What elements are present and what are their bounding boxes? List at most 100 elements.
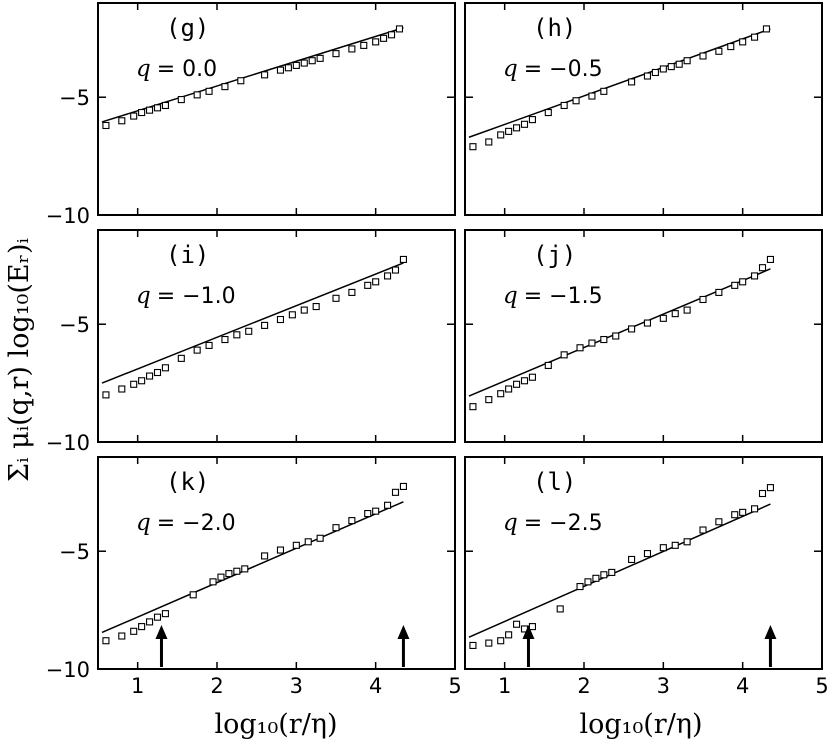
y-tick-label: −5 xyxy=(59,540,90,564)
data-point xyxy=(316,534,324,542)
y-tick-label: −10 xyxy=(46,658,90,682)
data-point xyxy=(146,106,154,114)
data-point xyxy=(608,568,616,576)
panel-label: (l) xyxy=(533,468,576,496)
data-point xyxy=(387,31,396,39)
data-point xyxy=(217,573,225,581)
y-axis-label: Σᵢ μᵢ(q,r) log₁₀(Eᵣ)ᵢ xyxy=(4,237,35,481)
data-point xyxy=(395,25,404,33)
data-point xyxy=(600,87,608,95)
x-tick-label: 5 xyxy=(448,674,461,698)
data-point xyxy=(731,281,739,289)
q-label: q = −1.0 xyxy=(136,283,236,309)
y-tick-label: −10 xyxy=(46,204,90,228)
q-label: q = −2.5 xyxy=(503,510,603,536)
data-point xyxy=(130,380,138,388)
data-point xyxy=(102,391,110,399)
x-axis-label-right: log₁₀(r/η) xyxy=(579,709,702,740)
data-point xyxy=(731,511,739,519)
q-label: q = −0.5 xyxy=(503,56,603,82)
data-point xyxy=(205,341,213,349)
panel-label: (h) xyxy=(533,14,576,42)
data-point xyxy=(348,45,356,53)
data-point xyxy=(348,517,356,525)
panel-i: −5 −10 (i) q = −1.0 xyxy=(46,229,456,455)
q-label: q = 0.0 xyxy=(136,56,217,82)
data-point xyxy=(643,319,652,327)
q-symbol: q xyxy=(503,56,518,82)
data-point xyxy=(497,390,505,398)
data-point xyxy=(205,87,213,95)
panel-label: (j) xyxy=(533,241,576,269)
panel-j: (j) q = −1.5 xyxy=(464,229,823,443)
data-point xyxy=(505,127,513,135)
data-point xyxy=(391,488,400,496)
x-tick-label: 3 xyxy=(657,674,670,698)
data-point xyxy=(372,38,380,46)
data-point xyxy=(584,578,592,586)
panel-frame xyxy=(464,229,823,443)
data-point xyxy=(276,315,285,324)
data-point xyxy=(628,78,636,86)
x-tick-label: 2 xyxy=(577,674,590,698)
data-point xyxy=(312,303,320,311)
data-point xyxy=(528,373,536,381)
x-tick-label: 1 xyxy=(498,674,511,698)
q-value: = −2.5 xyxy=(524,511,603,536)
data-point xyxy=(572,97,580,105)
arrow-head xyxy=(764,625,777,639)
data-point xyxy=(683,57,691,65)
data-point xyxy=(588,339,596,347)
data-point xyxy=(659,314,667,322)
x-axis-label-left: log₁₀(r/η) xyxy=(214,709,337,740)
data-point xyxy=(751,272,759,280)
data-point xyxy=(751,33,759,41)
data-point xyxy=(758,264,767,272)
data-point xyxy=(762,25,771,33)
data-point xyxy=(130,627,138,635)
data-point xyxy=(528,623,536,631)
data-point xyxy=(588,92,596,100)
data-point xyxy=(292,61,300,69)
data-point xyxy=(758,489,767,498)
data-point xyxy=(146,372,154,380)
data-point xyxy=(161,610,169,618)
data-point xyxy=(469,143,477,151)
data-point xyxy=(528,116,536,124)
data-point xyxy=(193,91,201,99)
panel-frame xyxy=(464,456,823,670)
data-point xyxy=(288,311,296,319)
q-label: q = −1.5 xyxy=(503,283,603,309)
data-point xyxy=(485,138,493,146)
q-symbol: q xyxy=(136,283,151,309)
data-point xyxy=(671,541,679,549)
x-tick-label: 2 xyxy=(210,674,223,698)
panel-l: 1 2 3 4 5 (l) q = −2.5 xyxy=(464,456,829,698)
data-point xyxy=(261,552,269,560)
q-value: = −1.5 xyxy=(524,284,603,309)
data-point xyxy=(261,321,269,329)
data-point xyxy=(284,64,292,72)
data-point xyxy=(651,68,659,77)
data-point xyxy=(193,346,201,354)
data-point xyxy=(739,508,747,516)
data-point xyxy=(576,583,584,591)
data-point xyxy=(399,255,407,263)
data-point xyxy=(118,385,126,393)
data-point xyxy=(699,52,707,60)
x-tick-label: 3 xyxy=(290,674,303,698)
data-point xyxy=(715,47,723,55)
data-point xyxy=(469,403,477,411)
data-point xyxy=(469,641,477,649)
arrow-head xyxy=(522,625,535,639)
data-point xyxy=(118,117,126,125)
data-point xyxy=(391,266,400,274)
data-point xyxy=(727,43,735,51)
data-point xyxy=(659,65,667,73)
panel-label: (g) xyxy=(166,14,209,42)
data-point xyxy=(628,325,636,333)
y-tick-label: −5 xyxy=(59,313,90,337)
data-point xyxy=(643,550,652,558)
data-point xyxy=(332,294,340,302)
q-symbol: q xyxy=(503,510,518,536)
